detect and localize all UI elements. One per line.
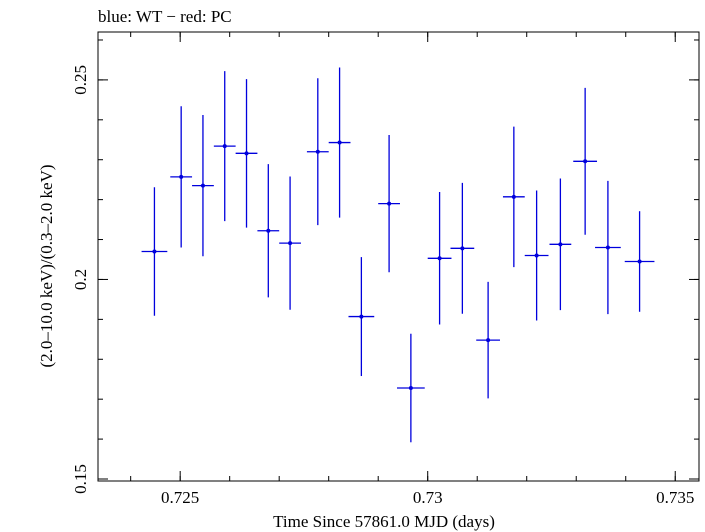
data-point [476, 281, 500, 399]
data-point [502, 126, 525, 268]
y-tick-labels: 0.15 0.2 0.25 [71, 65, 90, 494]
point-marker [288, 241, 293, 246]
point-marker [152, 249, 157, 254]
x-axis-label: Time Since 57861.0 MJD (days) [273, 512, 495, 531]
data-point [549, 178, 572, 311]
point-marker [637, 259, 642, 264]
point-marker [387, 201, 392, 206]
point-marker [511, 194, 516, 199]
data-point [141, 187, 168, 316]
point-marker [486, 338, 491, 343]
data-point [450, 182, 475, 314]
data-points [141, 67, 655, 443]
point-marker [200, 183, 205, 188]
data-point [235, 79, 258, 228]
data-point [170, 106, 193, 248]
point-marker [583, 159, 588, 164]
y-tick-label: 0.25 [71, 65, 90, 95]
point-marker [244, 151, 249, 156]
x-tick-label: 0.73 [413, 488, 443, 507]
point-marker [179, 174, 184, 179]
data-point [624, 211, 655, 312]
point-marker [460, 246, 465, 251]
point-marker [222, 144, 227, 149]
data-point [192, 115, 214, 257]
point-marker [558, 242, 563, 247]
y-tick-label: 0.2 [71, 269, 90, 290]
chart-title: blue: WT − red: PC [98, 7, 232, 26]
data-point [328, 67, 351, 218]
data-point [573, 87, 598, 235]
x-tick-labels: 0.725 0.73 0.735 [161, 488, 694, 507]
point-marker [266, 228, 271, 233]
data-point [348, 257, 375, 377]
point-marker [437, 256, 442, 261]
data-point [595, 180, 621, 315]
data-point [378, 134, 400, 273]
axis-ticks [98, 32, 699, 481]
point-marker [605, 245, 610, 250]
data-point [524, 190, 549, 321]
data-point [427, 192, 452, 325]
point-marker [534, 253, 539, 258]
data-point [257, 164, 280, 298]
y-axis-label: (2.0–10.0 keV)/(0.3–2.0 keV) [37, 164, 56, 367]
point-marker [408, 386, 413, 391]
data-point [213, 71, 236, 222]
data-point [306, 78, 329, 226]
x-tick-label: 0.735 [656, 488, 694, 507]
data-point [279, 176, 301, 310]
y-tick-label: 0.15 [71, 464, 90, 494]
x-tick-label: 0.725 [161, 488, 199, 507]
point-marker [337, 140, 342, 145]
data-point [397, 333, 425, 443]
plot-frame [97, 31, 700, 482]
point-marker [359, 314, 364, 319]
point-marker [315, 149, 320, 154]
